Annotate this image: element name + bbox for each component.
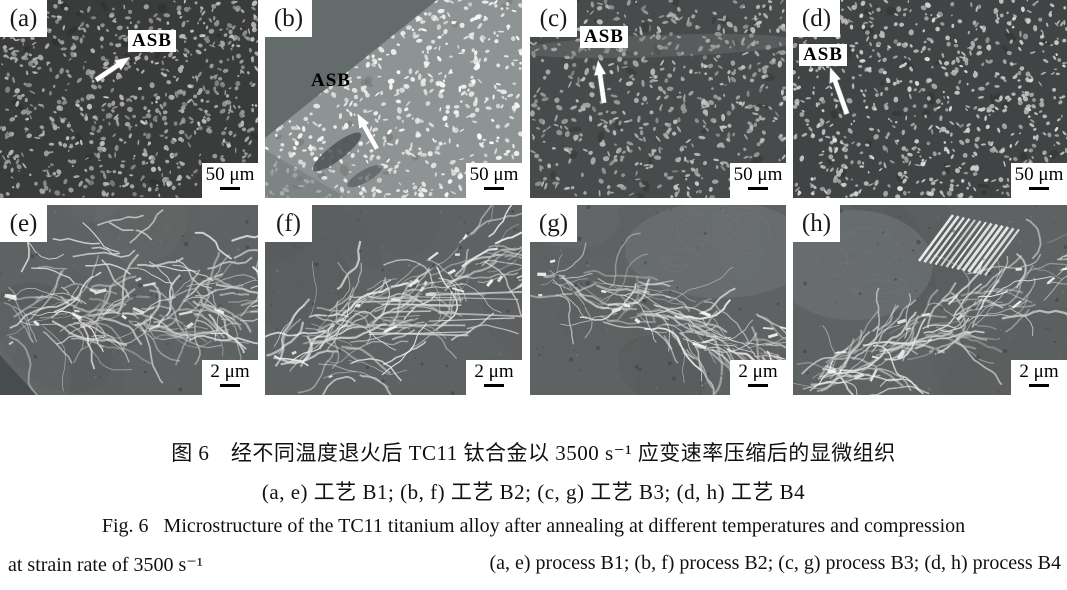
caption-en-line2: at strain rate of 3500 s⁻¹ (a, e) proces… (8, 552, 1061, 577)
caption-en-line1: Fig. 6 Microstructure of the TC11 titani… (101, 515, 966, 537)
figure-panel-h: (h) 2 μm (793, 205, 1067, 395)
panel-letter-a: (a) (0, 0, 47, 37)
scale-bar: 2 μm (202, 360, 258, 395)
scale-bar: 2 μm (466, 360, 522, 395)
caption-cn-line2: (a, e) 工艺 B1; (b, f) 工艺 B2; (c, g) 工艺 B3… (261, 480, 806, 504)
asb-arrow-icon (829, 66, 850, 116)
scale-rule (220, 384, 240, 387)
asb-arrow-icon (356, 112, 380, 151)
figure-panel-e: (e) 2 μm (0, 205, 258, 395)
figure-panel-b: (b) ASB 50 μm (265, 0, 522, 198)
caption-cn-line1: 图 6 经不同温度退火后 TC11 钛合金以 3500 s⁻¹ 应变速率压缩后的… (171, 441, 896, 465)
scale-rule (748, 187, 768, 190)
scale-text: 50 μm (733, 164, 783, 185)
asb-label: ASB (311, 70, 351, 91)
panel-letter-e: (e) (0, 205, 47, 242)
scale-bar: 50 μm (730, 163, 786, 198)
scale-text: 50 μm (205, 164, 255, 185)
figure-panel-f: (f) 2 μm (265, 205, 522, 395)
panel-letter-c: (c) (530, 0, 577, 37)
asb-arrow-icon (94, 56, 131, 83)
scale-rule (1029, 384, 1049, 387)
scale-text: 50 μm (469, 164, 519, 185)
scale-rule (484, 384, 504, 387)
figure-panel-g: (g) 2 μm (530, 205, 786, 395)
scale-text: 2 μm (1019, 361, 1059, 382)
scale-text: 2 μm (210, 361, 250, 382)
scale-bar: 2 μm (730, 360, 786, 395)
caption-en-line2-right: (a, e) process B1; (b, f) process B2; (c… (489, 552, 1061, 574)
panel-letter-g: (g) (530, 205, 577, 242)
figure-panel-c: (c) ASB 50 μm (530, 0, 786, 198)
asb-label: ASB (580, 26, 628, 48)
scale-bar: 50 μm (466, 163, 522, 198)
asb-label: ASB (128, 30, 176, 52)
scale-rule (1029, 187, 1049, 190)
scale-rule (748, 384, 768, 387)
scale-rule (484, 187, 504, 190)
caption-en-line2-left: at strain rate of 3500 s⁻¹ (8, 554, 203, 576)
scale-text: 2 μm (738, 361, 778, 382)
figure-panel-d: (d) ASB 50 μm (793, 0, 1067, 198)
panel-letter-h: (h) (793, 205, 840, 242)
scale-text: 50 μm (1014, 164, 1064, 185)
scale-text: 2 μm (474, 361, 514, 382)
panel-letter-f: (f) (265, 205, 312, 242)
panel-letter-d: (d) (793, 0, 840, 37)
scale-bar: 50 μm (1011, 163, 1067, 198)
scale-rule (220, 187, 240, 190)
scale-bar: 50 μm (202, 163, 258, 198)
figure-panel-a: (a) ASB 50 μm (0, 0, 258, 198)
panel-letter-b: (b) (265, 0, 312, 37)
asb-label: ASB (799, 44, 847, 66)
scale-bar: 2 μm (1011, 360, 1067, 395)
asb-arrow-icon (593, 59, 607, 104)
